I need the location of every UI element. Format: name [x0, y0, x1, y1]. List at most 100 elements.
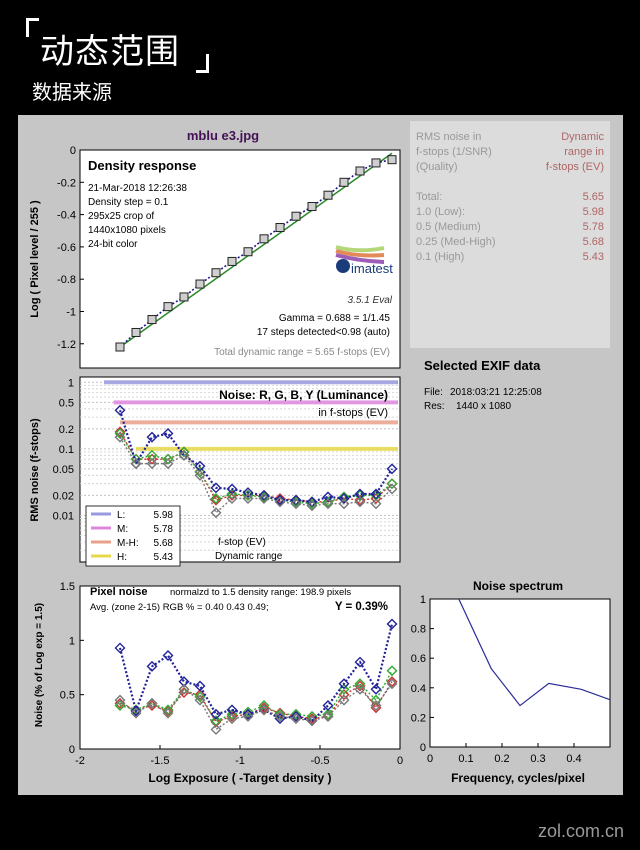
pixel-point-Y — [306, 715, 318, 727]
table-row-label: 0.1 (High) — [416, 251, 464, 263]
density-point — [131, 327, 141, 337]
density-ytick-label: -0.6 — [57, 242, 76, 254]
noise-point-B — [386, 463, 398, 475]
legend-label-H: H: — [117, 552, 127, 563]
pixel-ytick-label: 1 — [69, 635, 75, 647]
noise-series-B — [118, 409, 393, 503]
noise-series-Y — [119, 436, 393, 514]
noise-point-G — [386, 478, 398, 490]
pixel-point-Y — [130, 707, 142, 719]
exif-res-label: Res: — [424, 401, 445, 412]
figure-title: mblu e3.jpg — [187, 128, 259, 143]
total-dr-label: Total dynamic range = 5.65 f-stops (EV) — [214, 347, 390, 358]
pixel-point-B — [178, 676, 190, 688]
noise-point-Y — [322, 498, 334, 510]
noise-ytick-label: 0.5 — [59, 397, 74, 409]
noise-ytick-label: 0.01 — [53, 510, 74, 522]
noise-point-R — [114, 426, 126, 438]
legend-label-M: M: — [117, 524, 128, 535]
noise-point-G — [162, 453, 174, 465]
pixel-point-Y — [386, 678, 398, 690]
noise-legend: L: 5.98 M: 5.78 M-H: 5.68 H: 5.43 — [85, 505, 181, 567]
spectrum-ytick-label: 0 — [420, 742, 426, 754]
noise-note-fstop: f-stop (EV) — [218, 537, 266, 548]
density-title: Density response — [88, 158, 196, 173]
noise-point-G — [338, 491, 350, 503]
density-point — [147, 315, 157, 325]
spectrum-line — [458, 598, 611, 707]
pixel-point-R — [194, 689, 206, 701]
dr-table — [410, 121, 610, 348]
noise-ytick-label: 0.1 — [59, 444, 74, 456]
density-info-crop: 295x25 crop of — [88, 211, 154, 222]
pixel-xtick-label: -2 — [75, 755, 85, 767]
pixel-point-G — [162, 704, 174, 716]
pixel-point-B — [194, 680, 206, 692]
pixel-point-B — [114, 642, 126, 654]
version-label: 3.5.1 Eval — [348, 295, 393, 306]
table-row-value: 5.65 — [583, 191, 604, 203]
noise-point-B — [162, 428, 174, 440]
pixel-point-R — [210, 716, 222, 728]
noise-point-B — [210, 482, 222, 494]
spectrum-xtick-label: 0.2 — [494, 753, 509, 765]
spectrum-ytick-label: 0.2 — [411, 712, 426, 724]
noise-point-Y — [226, 492, 238, 504]
pixel-xtick-label: -0.5 — [311, 755, 330, 767]
noise-point-B — [322, 491, 334, 503]
pixel-xlabel: Log Exposure ( -Target density ) — [148, 771, 331, 785]
table-row-value: 5.43 — [583, 251, 604, 263]
noise-point-R — [210, 494, 222, 506]
table-header-left-2: f-stops (1/SNR) — [416, 146, 492, 158]
noise-point-Y — [210, 507, 222, 519]
noise-series-G — [119, 433, 393, 505]
noise-subtitle: in f-stops (EV) — [318, 407, 388, 419]
spectrum-ytick-label: 0.4 — [411, 683, 426, 695]
pixel-line1: normalzd to 1.5 density range: 198.9 pix… — [170, 587, 351, 598]
noise-ytick-label: 1 — [68, 377, 74, 389]
steps-label: 17 steps detected<0.98 (auto) — [257, 327, 390, 338]
noise-point-Y — [162, 458, 174, 470]
spectrum-ytick-label: 0.6 — [411, 653, 426, 665]
spectrum-plot-area — [429, 598, 611, 748]
exif-file-value: 2018:03:21 12:25:08 — [450, 387, 542, 398]
density-ytick-label: -1 — [66, 306, 76, 318]
density-point — [227, 256, 237, 266]
pixel-ytick-label: 0 — [69, 744, 75, 756]
density-info-step: Density step = 0.1 — [88, 197, 169, 208]
pixel-point-G — [242, 706, 254, 718]
noise-point-Y — [178, 449, 190, 461]
pixel-point-B — [146, 660, 158, 672]
density-point — [275, 223, 285, 233]
pixel-point-B — [130, 705, 142, 717]
pixel-point-G — [114, 700, 126, 712]
watermark: zol.com.cn — [537, 821, 624, 841]
title-bracket-left — [26, 18, 39, 37]
noise-point-B — [354, 488, 366, 500]
imatest-figure: mblu e3.jpg 0 -0.2 -0.4 -0.6 -0.8 -1 -1.2 Dens… — [18, 115, 623, 795]
pixel-point-R — [162, 705, 174, 717]
density-point — [195, 279, 205, 289]
spectrum-xtick-label: 0.1 — [458, 753, 473, 765]
density-point — [259, 234, 269, 244]
pixel-plot-area — [79, 585, 401, 750]
legend-label-L: L: — [117, 510, 125, 521]
table-row-value: 5.98 — [583, 206, 604, 218]
pixel-point-B — [290, 710, 302, 722]
density-point — [211, 268, 221, 278]
noise-point-Y — [194, 469, 206, 481]
pixel-ytick-label: 0.5 — [60, 690, 75, 702]
density-point — [339, 177, 349, 187]
density-ytick-label: -0.4 — [57, 210, 76, 222]
density-point — [179, 292, 189, 302]
spectrum-xtick-label: 0 — [427, 753, 433, 765]
density-ytick-label: -1.2 — [57, 339, 76, 351]
table-row-value: 5.78 — [583, 221, 604, 233]
spectrum-ytick-label: 1 — [420, 594, 426, 606]
pixel-point-Y — [290, 713, 302, 725]
noise-point-B — [338, 492, 350, 504]
exif-res-value: 1440 x 1080 — [456, 401, 511, 412]
legend-label-MH: M-H: — [117, 538, 139, 549]
table-row-value: 5.68 — [583, 236, 604, 248]
imatest-logo: imatest — [335, 245, 393, 276]
